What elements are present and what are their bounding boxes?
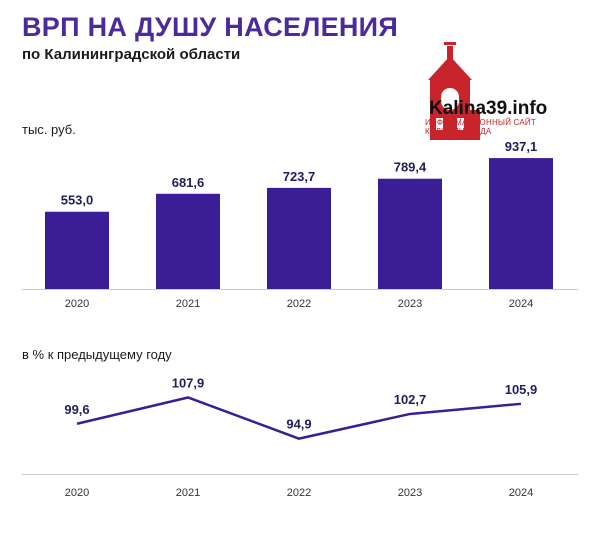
church-logo-icon: [428, 42, 480, 140]
x-tick-label: 2020: [65, 298, 89, 310]
line-chart-unit-label: в % к предыдущему году: [22, 347, 172, 362]
x-tick-label: 2021: [176, 298, 200, 310]
series-line: [76, 396, 522, 440]
bar-value-label: 789,4: [394, 160, 427, 175]
bar-value-label: 553,0: [61, 193, 94, 208]
line-value-label: 99,6: [64, 402, 89, 417]
line-value-label: 102,7: [394, 392, 427, 407]
bar: [45, 211, 109, 289]
bar-chart-unit-label: тыс. руб.: [22, 122, 76, 137]
bar-value-label: 723,7: [283, 169, 316, 184]
line-value-label: 107,9: [172, 375, 205, 390]
x-tick-label: 2024: [509, 298, 533, 310]
x-tick-label: 2023: [398, 487, 422, 499]
bar: [489, 158, 553, 289]
x-tick-label: 2022: [287, 487, 311, 499]
x-tick-label: 2024: [509, 487, 533, 499]
line-value-label: 94,9: [286, 417, 311, 432]
page-subtitle: по Калининградской области: [22, 46, 241, 63]
bar-value-label: 937,1: [505, 139, 538, 154]
x-tick-label: 2023: [398, 298, 422, 310]
bar-value-label: 681,6: [172, 175, 205, 190]
bar: [378, 178, 442, 289]
logo-text: Kalina39.info: [429, 98, 548, 119]
line-value-label: 105,9: [505, 382, 538, 397]
x-tick-label: 2022: [287, 298, 311, 310]
x-tick-label: 2020: [65, 487, 89, 499]
x-tick-label: 2021: [176, 487, 200, 499]
logo-tagline: КАЛИНИНГРАДА: [425, 127, 492, 136]
bar: [156, 193, 220, 289]
page-title: ВРП НА ДУШУ НАСЕЛЕНИЯ: [22, 12, 399, 42]
logo-tagline: ИНФОРМАЦИОННЫЙ САЙТ: [425, 118, 536, 127]
bar: [267, 187, 331, 289]
